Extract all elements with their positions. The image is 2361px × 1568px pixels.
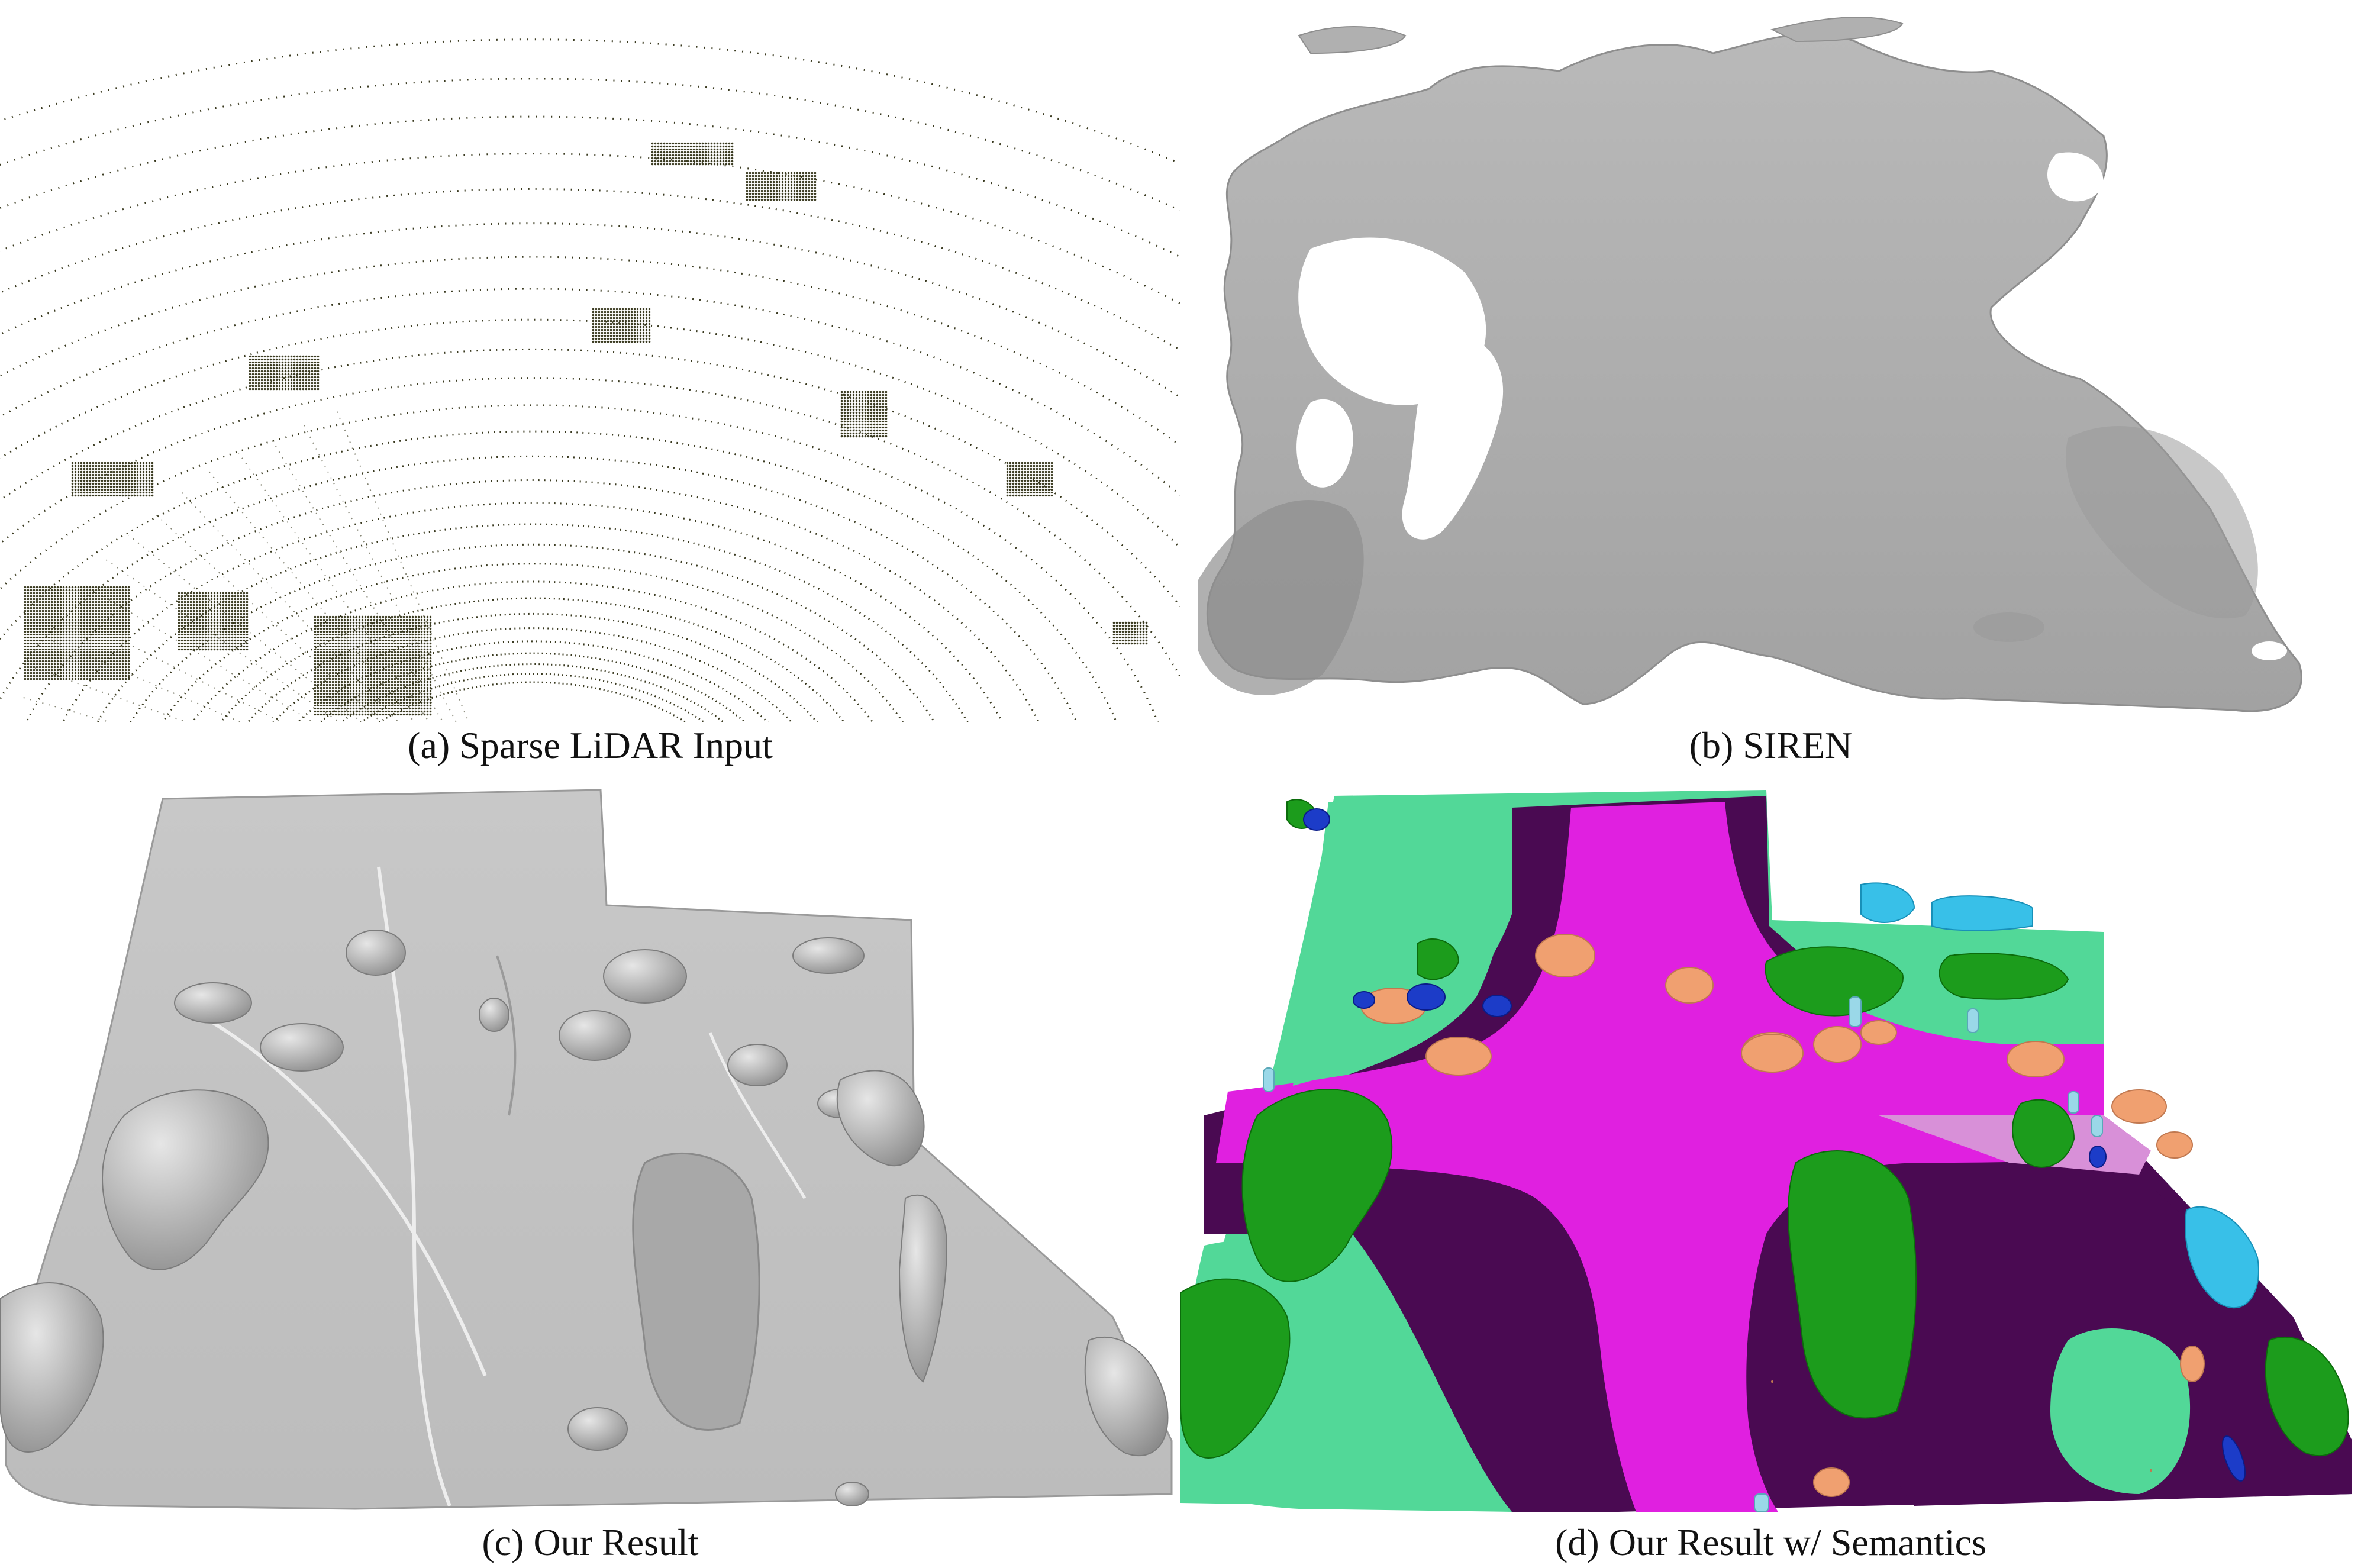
panel-siren-reconstruction xyxy=(1180,0,2361,722)
caption-a: (a) Sparse LiDAR Input xyxy=(408,724,773,766)
panel-our-result xyxy=(0,784,1180,1518)
caption-c: (c) Our Result xyxy=(482,1521,699,1563)
our-result-mesh-image xyxy=(0,789,1173,1510)
caption-b: (b) SIREN xyxy=(1689,724,1853,766)
siren-mesh-image xyxy=(1198,17,2302,712)
caption-d: (d) Our Result w/ Semantics xyxy=(1555,1521,1986,1563)
lidar-point-cloud-image xyxy=(0,38,1180,722)
semantic-mesh-image xyxy=(1180,790,2352,1512)
panel-our-result-semantics xyxy=(1180,784,2361,1518)
panel-sparse-lidar-input xyxy=(0,0,1180,722)
